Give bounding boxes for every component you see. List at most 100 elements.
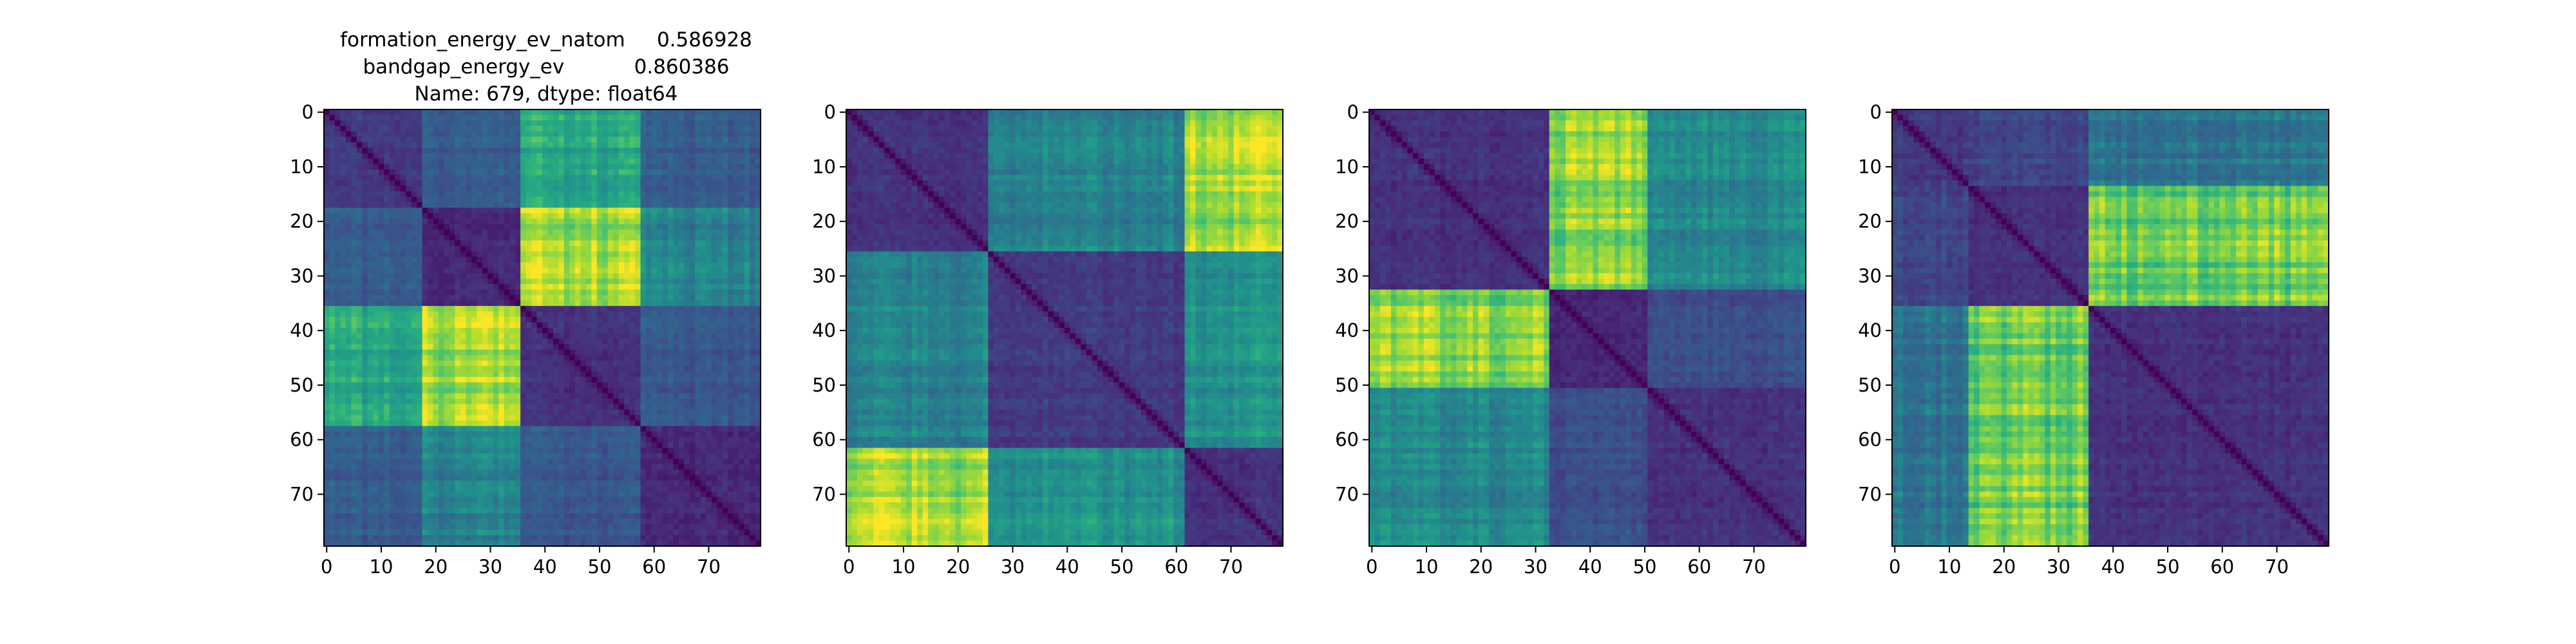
heatmap-cell [574, 437, 581, 443]
heatmap-cell [602, 344, 609, 350]
heatmap-cell [574, 284, 581, 290]
heatmap-cell [362, 185, 368, 192]
heatmap-cell [362, 175, 368, 181]
heatmap-cell [373, 185, 379, 192]
heatmap-cell [564, 311, 570, 317]
heatmap-cell [536, 137, 543, 143]
heatmap-cell [635, 267, 641, 274]
heatmap-cell [455, 180, 461, 187]
heatmap-cell [444, 245, 450, 252]
heatmap-cell [656, 164, 663, 170]
heatmap-cell [334, 355, 341, 361]
heatmap-cell [324, 120, 330, 127]
heatmap-cell [635, 366, 641, 372]
heatmap-cell [728, 158, 734, 165]
heatmap-cell [591, 295, 598, 301]
heatmap-cell [569, 311, 576, 317]
heatmap-cell [651, 289, 658, 296]
heatmap-cell [722, 256, 728, 263]
heatmap-cell [351, 202, 357, 209]
heatmap-cell [733, 311, 739, 317]
heatmap-cell [449, 382, 455, 388]
heatmap-cell [553, 437, 560, 443]
heatmap-cell [520, 295, 527, 301]
heatmap-cell [744, 295, 750, 301]
heatmap-cell [471, 284, 477, 290]
heatmap-cell [547, 289, 554, 296]
heatmap-cell [411, 344, 417, 350]
heatmap-cell [585, 333, 592, 339]
heatmap-cell [564, 355, 570, 361]
heatmap-cell [700, 295, 706, 301]
heatmap-cell [334, 421, 341, 427]
heatmap-cell [728, 218, 734, 225]
heatmap-cell [395, 306, 401, 312]
heatmap-cell [613, 218, 620, 225]
heatmap-cell [531, 120, 538, 127]
heatmap-cell [602, 371, 609, 377]
heatmap-cell [755, 207, 761, 214]
heatmap-cell [378, 333, 384, 339]
heatmap-cell [580, 267, 587, 274]
heatmap-cell [618, 262, 625, 269]
heatmap-cell [722, 289, 728, 296]
heatmap-cell [400, 366, 406, 372]
heatmap-cell [706, 218, 712, 225]
heatmap-cell [613, 284, 620, 290]
heatmap-cell [673, 388, 679, 394]
heatmap-cell [695, 311, 701, 317]
heatmap-cell [351, 382, 357, 388]
heatmap-cell [417, 158, 423, 165]
heatmap-cell [493, 404, 499, 410]
heatmap-cell [733, 137, 739, 143]
heatmap-cell [755, 300, 761, 307]
heatmap-cell [569, 142, 576, 148]
heatmap-cell [547, 251, 554, 258]
heatmap-cell [400, 399, 406, 405]
heatmap-cell [750, 289, 756, 296]
heatmap-cell [755, 426, 761, 432]
heatmap-cell [520, 388, 527, 394]
heatmap-cell [569, 366, 576, 372]
heatmap-cell [428, 115, 434, 121]
heatmap-cell [536, 180, 543, 187]
heatmap-cell [651, 164, 658, 170]
heatmap-cell [722, 131, 728, 137]
heatmap-cell [700, 147, 706, 154]
heatmap-cell [389, 213, 395, 220]
heatmap-cell [417, 185, 423, 192]
heatmap-cell [678, 355, 685, 361]
heatmap-cell [438, 371, 445, 377]
heatmap-cell [406, 223, 412, 231]
heatmap-cell [564, 256, 570, 263]
heatmap-cell [717, 262, 723, 269]
heatmap-cell [574, 333, 581, 339]
heatmap-cell [520, 202, 527, 209]
heatmap-cell [531, 360, 538, 366]
heatmap-cell [667, 431, 674, 438]
heatmap-cell [384, 120, 390, 127]
heatmap-cell [591, 180, 598, 187]
heatmap-cell [324, 388, 330, 394]
heatmap-cell [504, 262, 510, 269]
heatmap-cell [444, 169, 450, 176]
heatmap-cell [739, 213, 745, 220]
heatmap-cell [580, 377, 587, 383]
heatmap-cell [574, 278, 581, 285]
heatmap-cell [667, 300, 674, 307]
heatmap-cell [717, 256, 723, 263]
heatmap-cell [324, 256, 330, 263]
heatmap-cell [422, 448, 428, 454]
heatmap-cell [574, 147, 581, 154]
heatmap-cell [362, 328, 368, 334]
heatmap-cell [515, 284, 521, 290]
heatmap-cell [542, 426, 549, 432]
heatmap-cell [667, 289, 674, 296]
heatmap-cell [706, 262, 712, 269]
heatmap-cell [455, 344, 461, 350]
heatmap-cell [351, 311, 357, 317]
heatmap-cell [526, 388, 532, 394]
heatmap-cell [536, 142, 543, 148]
heatmap-cell [466, 158, 472, 165]
heatmap-cell [733, 355, 739, 361]
